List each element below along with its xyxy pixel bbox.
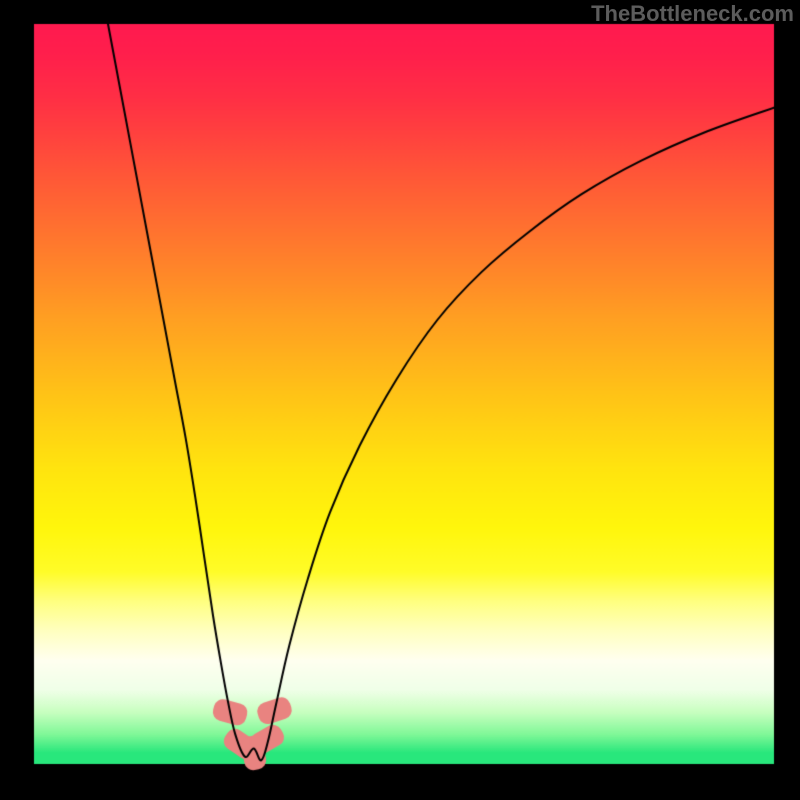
bottleneck-curve-chart: [0, 0, 800, 800]
chart-container: TheBottleneck.com: [0, 0, 800, 800]
attribution-label: TheBottleneck.com: [591, 1, 794, 27]
